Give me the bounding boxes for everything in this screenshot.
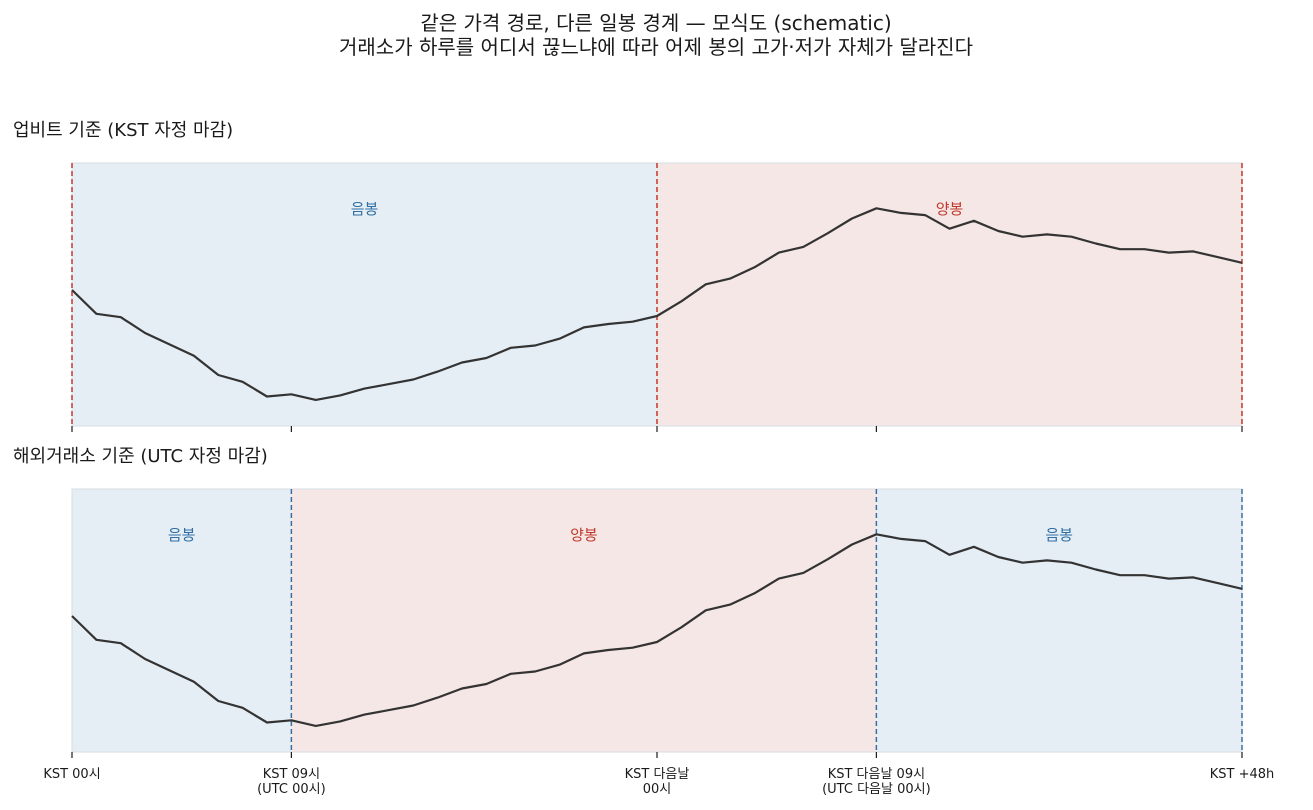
candle-label-bullish: 양봉 [936, 200, 964, 218]
candle-label-bearish: 음봉 [1045, 526, 1073, 544]
x-tick-label: (UTC 00시) [257, 782, 326, 797]
candle-band-bullish [291, 489, 877, 752]
candle-band-bearish [876, 489, 1242, 752]
x-tick-label: KST 다음날 [625, 767, 690, 782]
x-tick-label: KST +48h [1210, 767, 1275, 782]
panel-title-overseas: 해외거래소 기준 (UTC 자정 마감) [13, 446, 268, 467]
x-tick-label: KST 09시 [263, 767, 320, 782]
panel-upbit-kst: 음봉 양봉 [71, 162, 1243, 432]
candle-band-bullish [657, 163, 1242, 426]
chart-title-line-1: 같은 가격 경로, 다른 일봉 경계 — 모식도 (schematic) [420, 11, 891, 35]
x-tick-label: 00시 [643, 782, 672, 797]
candle-label-bullish: 양봉 [570, 526, 598, 544]
price-line [71, 533, 1243, 728]
x-tick-label: (UTC 다음날 00시) [822, 782, 931, 797]
candle-band-bearish [72, 489, 292, 752]
x-tick-label: KST 다음날 09시 [828, 767, 925, 782]
price-line [71, 207, 1243, 401]
panel-title-upbit: 업비트 기준 (KST 자정 마감) [13, 120, 233, 141]
x-tick-label: KST 00시 [43, 767, 100, 782]
chart-title-line-2: 거래소가 하루를 어디서 끊느냐에 따라 어제 봉의 고가·저가 자체가 달라진… [339, 35, 973, 59]
candle-band-bearish [72, 163, 657, 426]
candle-label-bearish: 음봉 [351, 200, 379, 218]
candle-label-bearish: 음봉 [168, 526, 196, 544]
